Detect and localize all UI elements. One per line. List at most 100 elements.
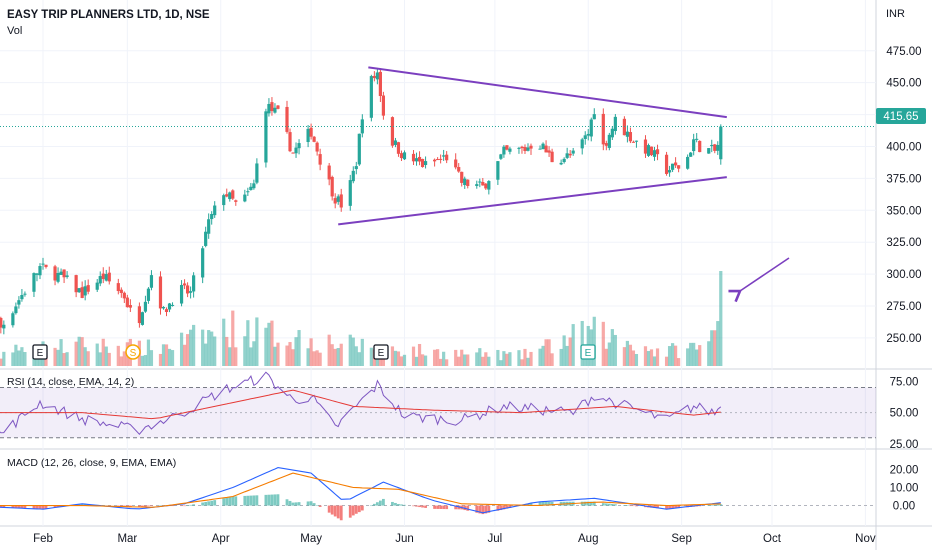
volume-bar bbox=[610, 329, 614, 366]
candle-body bbox=[487, 181, 491, 190]
candle-body bbox=[436, 159, 440, 161]
volume-bar bbox=[423, 355, 428, 366]
volume-bar bbox=[487, 356, 491, 366]
macd-histogram-bar bbox=[481, 505, 485, 515]
macd-histogram-bar bbox=[580, 501, 584, 506]
volume-bar bbox=[716, 321, 720, 366]
volume-bar bbox=[393, 350, 398, 366]
macd-histogram-bar bbox=[330, 505, 334, 515]
candle-body bbox=[140, 312, 145, 325]
volume-bar bbox=[695, 349, 699, 366]
volume-bar bbox=[463, 354, 467, 366]
macd-histogram-bar bbox=[44, 505, 48, 509]
volume-bar bbox=[234, 347, 238, 366]
macd-histogram-bar bbox=[421, 505, 424, 508]
signal-line bbox=[0, 472, 721, 508]
candle-body bbox=[255, 163, 259, 183]
candle-body bbox=[158, 276, 163, 309]
macd-histogram-bar bbox=[400, 504, 403, 506]
volume-bar bbox=[360, 338, 364, 366]
time-tick-label: Feb bbox=[33, 533, 53, 545]
volume-bar bbox=[478, 348, 482, 366]
macd-histogram-bar bbox=[192, 504, 196, 506]
earnings-event-label: E bbox=[378, 348, 385, 359]
volume-bar bbox=[369, 347, 373, 366]
volume-label: Vol bbox=[7, 25, 22, 37]
candle-body bbox=[95, 282, 99, 290]
macd-histogram-bar bbox=[285, 499, 289, 506]
candle-body bbox=[14, 306, 18, 314]
chart-title: EASY TRIP PLANNERS LTD, 1D, NSE bbox=[7, 9, 210, 21]
macd-histogram-bar bbox=[547, 501, 551, 506]
volume-bar bbox=[677, 358, 681, 366]
candle-body bbox=[390, 117, 395, 146]
volume-bar bbox=[59, 339, 63, 366]
candle-body bbox=[243, 194, 247, 202]
volume-bar bbox=[466, 354, 470, 366]
candle-body bbox=[396, 142, 401, 154]
macd-histogram-bar bbox=[243, 495, 247, 506]
volume-bar bbox=[568, 337, 572, 366]
volume-bar bbox=[562, 335, 566, 366]
candle-body bbox=[716, 144, 720, 151]
macd-histogram-bar bbox=[442, 505, 446, 510]
macd-histogram-bar bbox=[141, 505, 144, 507]
volume-bar bbox=[288, 342, 292, 366]
macd-histogram-bar bbox=[183, 505, 186, 507]
volume-bar bbox=[646, 351, 651, 366]
candle-body bbox=[634, 140, 639, 142]
volume-bar bbox=[357, 352, 361, 366]
macd-histogram-bar bbox=[412, 505, 415, 507]
candle-body bbox=[189, 291, 193, 293]
macd-histogram-bar bbox=[80, 503, 84, 506]
candle-body bbox=[357, 133, 361, 165]
volume-bar bbox=[496, 349, 500, 366]
candle-body bbox=[167, 303, 172, 310]
volume-bar bbox=[607, 342, 611, 366]
volume-bar bbox=[62, 353, 66, 366]
macd-histogram-bar bbox=[234, 496, 238, 506]
macd-histogram-bar bbox=[372, 503, 376, 506]
candle-body bbox=[538, 148, 542, 150]
rsi-title: RSI (14, close, EMA, 14, 2) bbox=[7, 376, 134, 388]
candle-body bbox=[288, 132, 292, 152]
candle-body bbox=[312, 136, 316, 142]
macd-histogram-bar bbox=[180, 505, 183, 507]
volume-bar bbox=[580, 320, 584, 366]
macd-histogram-bar bbox=[189, 504, 193, 506]
macd-histogram-bar bbox=[610, 503, 614, 506]
candle-body bbox=[710, 144, 714, 147]
candle-body bbox=[655, 149, 660, 155]
macd-histogram-bar bbox=[508, 505, 512, 509]
time-tick-label: May bbox=[300, 533, 322, 545]
candle-body bbox=[604, 143, 608, 146]
volume-bar bbox=[686, 348, 690, 366]
volume-bar bbox=[643, 346, 648, 366]
volume-bar bbox=[327, 334, 331, 366]
candle-body bbox=[502, 146, 506, 155]
candle-body bbox=[164, 309, 169, 313]
macd-histogram-bar bbox=[716, 504, 720, 506]
candle-body bbox=[35, 273, 39, 275]
macd-histogram-bar bbox=[487, 505, 491, 513]
candle-body bbox=[297, 143, 301, 149]
volume-bar bbox=[95, 343, 99, 366]
volume-bar bbox=[613, 334, 617, 366]
candle-body bbox=[185, 285, 190, 294]
volume-bar bbox=[508, 352, 512, 366]
volume-bar bbox=[719, 271, 723, 366]
candle-body bbox=[291, 152, 295, 154]
volume-bar bbox=[170, 350, 175, 366]
volume-bar bbox=[243, 336, 247, 366]
volume-bar bbox=[351, 337, 355, 366]
volume-bar bbox=[439, 358, 443, 366]
volume-bar bbox=[23, 352, 27, 366]
candle-body bbox=[53, 266, 57, 281]
candle-body bbox=[466, 179, 470, 187]
volume-bar bbox=[445, 359, 449, 366]
candle-body bbox=[354, 166, 358, 170]
macd-histogram-bar bbox=[150, 505, 153, 507]
candle-body bbox=[628, 132, 633, 142]
volume-bar bbox=[315, 350, 319, 366]
